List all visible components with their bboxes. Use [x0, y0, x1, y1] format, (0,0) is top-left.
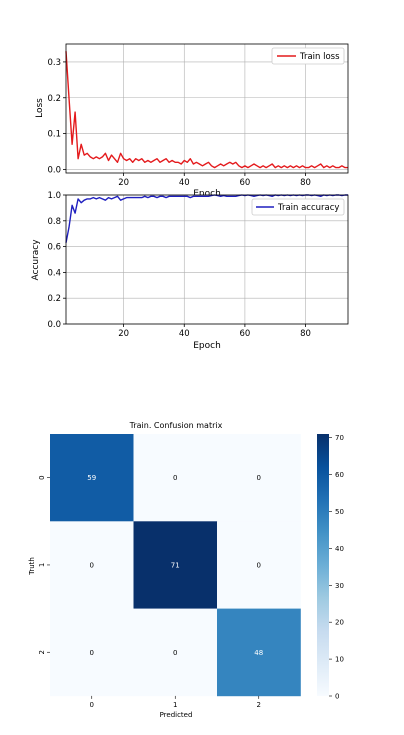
- confusion-matrix-xlabel: Predicted: [160, 711, 193, 719]
- colorbar-tick-label-6: 60: [335, 471, 344, 479]
- loss-ytick-label-2: 0.2: [47, 94, 61, 104]
- loss-xtick-label-3: 80: [300, 178, 311, 188]
- loss-grid: [66, 44, 348, 173]
- accuracy-legend: Train accuracy: [251, 198, 345, 216]
- accuracy-ytick-label-4: 0.8: [47, 217, 61, 227]
- accuracy-xtick-label-1: 40: [179, 329, 190, 339]
- loss-ytick-label-0: 0.0: [47, 165, 61, 175]
- loss-legend-label: Train loss: [299, 52, 340, 62]
- loss-plot-frame: [65, 43, 349, 174]
- cm-ytick-label-2: 2: [38, 650, 46, 654]
- loss-yticks: 0.0 0.1 0.2 0.3: [47, 58, 66, 175]
- colorbar-tick-label-1: 10: [335, 656, 344, 664]
- confusion-matrix-yticks: 0 1 2: [38, 475, 50, 654]
- accuracy-ytick-label-2: 0.4: [47, 268, 61, 278]
- loss-ytick-label-3: 0.3: [47, 58, 61, 68]
- accuracy-xticks: 20 40 60 80: [118, 324, 311, 339]
- confusion-matrix-chart: Train. Confusion matrix 59 0 0 0 71 0 0 0 48 0 1 2…: [28, 421, 344, 719]
- loss-ylabel: Loss: [35, 98, 45, 118]
- accuracy-yticks: 0.0 0.2 0.4 0.6 0.8 1.0: [47, 191, 66, 330]
- cm-cell-2-2: [217, 608, 301, 697]
- colorbar-ticks: 0 10 20 30 40 50 60 70: [329, 434, 344, 701]
- confusion-matrix-xticks: 0 1 2: [90, 695, 261, 709]
- cm-cell-value-2-1: 0: [173, 649, 177, 657]
- loss-xtick-label-1: 40: [179, 178, 190, 188]
- cm-cell-value-0-1: 0: [173, 474, 177, 482]
- accuracy-xlabel: Epoch: [193, 341, 221, 351]
- cm-ytick-label-0: 0: [38, 475, 46, 479]
- cm-cell-value-2-2: 48: [254, 649, 263, 657]
- colorbar-tick-label-7: 70: [335, 434, 344, 442]
- cm-cell-value-2-0: 0: [90, 649, 94, 657]
- loss-series: [65, 51, 348, 169]
- cm-cell-value-1-1: 71: [171, 561, 180, 569]
- cm-cell-2-1: [133, 608, 218, 697]
- colorbar: [317, 434, 329, 696]
- cm-cell-1-0: [50, 521, 134, 609]
- accuracy-chart: 20 40 60 80 0.0 0.2 0.4 0.6 0.8 1.0 Epoch Accura…: [31, 191, 349, 351]
- cm-xtick-label-0: 0: [90, 701, 94, 709]
- accuracy-xtick-label-0: 20: [118, 329, 129, 339]
- colorbar-tick-label-4: 40: [335, 545, 344, 553]
- cm-cell-1-1: [133, 521, 218, 609]
- accuracy-legend-label: Train accuracy: [277, 203, 339, 213]
- accuracy-legend-box: [251, 198, 345, 216]
- colorbar-tick-label-0: 0: [335, 693, 339, 701]
- confusion-matrix-ylabel: Truth: [28, 557, 36, 576]
- cm-cell-value-1-2: 0: [257, 561, 261, 569]
- cm-cell-0-1: [133, 434, 218, 522]
- confusion-matrix-title: Train. Confusion matrix: [129, 421, 223, 430]
- colorbar-tick-label-3: 30: [335, 582, 344, 590]
- loss-xtick-label-0: 20: [118, 178, 129, 188]
- cm-cell-2-0: [50, 608, 134, 697]
- cm-cell-0-2: [217, 434, 301, 522]
- loss-xticks: 20 40 60 80: [118, 173, 311, 188]
- accuracy-ytick-label-1: 0.2: [47, 294, 61, 304]
- cm-cell-0-0: [50, 434, 134, 522]
- accuracy-xtick-label-2: 60: [239, 329, 250, 339]
- accuracy-xtick-label-3: 80: [300, 329, 311, 339]
- accuracy-ytick-label-0: 0.0: [47, 320, 61, 330]
- accuracy-ytick-label-5: 1.0: [47, 191, 61, 201]
- cm-cell-value-0-2: 0: [257, 474, 261, 482]
- cm-xtick-label-2: 2: [257, 701, 261, 709]
- loss-xtick-label-2: 60: [239, 178, 250, 188]
- colorbar-tick-label-5: 50: [335, 508, 344, 516]
- loss-xlabel: Epoch: [193, 189, 221, 199]
- confusion-matrix-cells: 59 0 0 0 71 0 0 0 48: [50, 434, 301, 697]
- colorbar-tick-label-2: 20: [335, 619, 344, 627]
- loss-legend: Train loss: [271, 47, 345, 65]
- accuracy-ytick-label-3: 0.6: [47, 243, 61, 253]
- loss-legend-box: [271, 47, 345, 65]
- accuracy-plot-frame: [65, 194, 349, 325]
- loss-ytick-label-1: 0.1: [47, 130, 61, 140]
- accuracy-ylabel: Accuracy: [31, 239, 41, 281]
- cm-cell-value-0-0: 59: [87, 474, 96, 482]
- loss-chart: 20 40 60 80 0.0 0.1 0.2 0.3 Epoch Loss Train l…: [35, 43, 349, 199]
- cm-ytick-label-1: 1: [38, 563, 46, 567]
- cm-cell-value-1-0: 0: [90, 561, 94, 569]
- cm-cell-1-2: [217, 521, 301, 609]
- loss-series-line-0: [65, 51, 348, 169]
- accuracy-plot-area: [66, 195, 348, 324]
- loss-plot-area: [66, 44, 348, 173]
- cm-xtick-label-1: 1: [173, 701, 177, 709]
